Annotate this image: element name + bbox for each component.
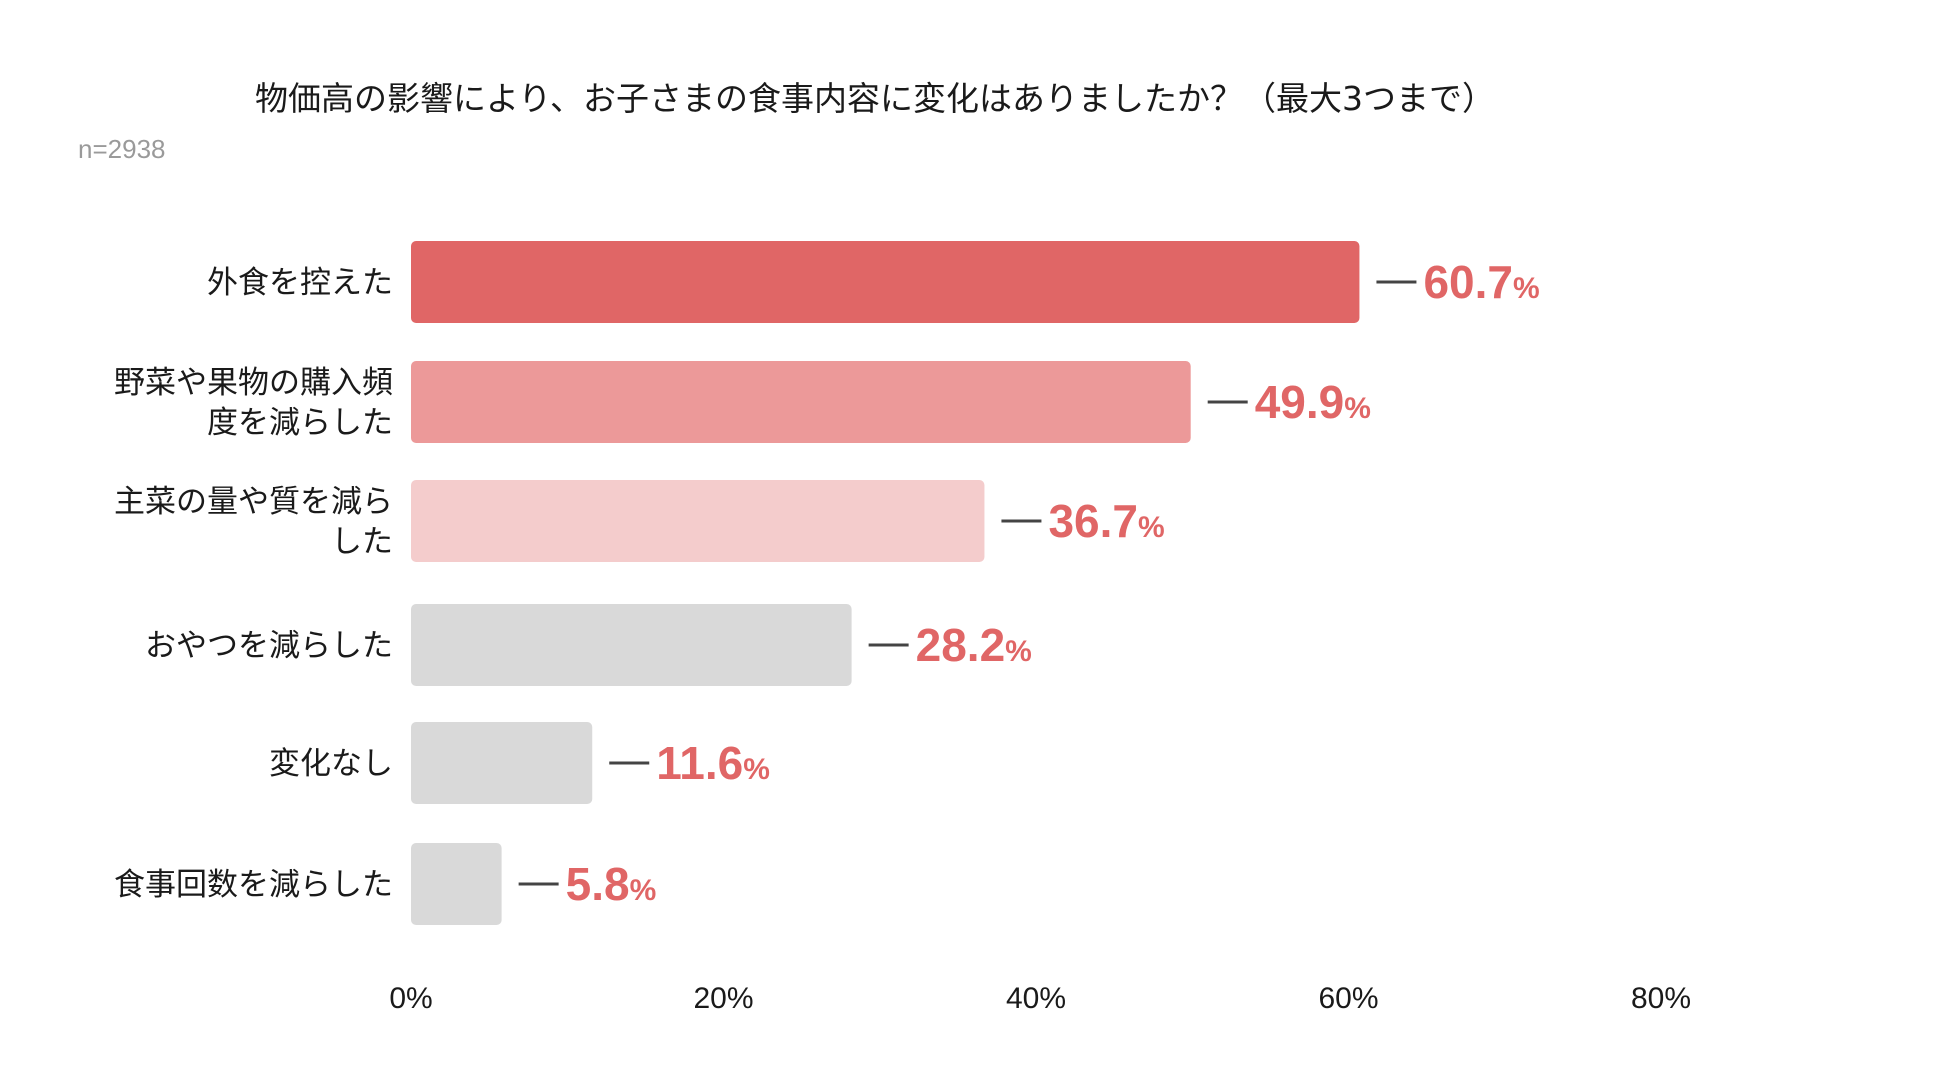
category-label-line: 主菜の量や質を減ら (114, 484, 393, 520)
x-tick-label-1: 0% (389, 982, 432, 1015)
category-label-4: おやつを減らした (145, 628, 393, 664)
category-label-line: 食事回数を減らした (114, 867, 393, 903)
category-label-line: 野菜や果物の購入頻 (114, 365, 393, 401)
category-labels-layer: 外食を控えた野菜や果物の購入頻度を減らした主菜の量や質を減らしたおやつを減らした… (114, 265, 393, 903)
value-label-2: 49.9% (1255, 376, 1371, 428)
value-percent-sign: % (1513, 272, 1540, 305)
value-percent-sign: % (1005, 635, 1032, 668)
bar-3 (411, 480, 985, 562)
value-number: 36.7 (1048, 495, 1138, 547)
value-label-6: 5.8% (566, 858, 657, 910)
category-label-line: 度を減らした (207, 405, 393, 441)
category-label-line: おやつを減らした (145, 628, 393, 664)
value-percent-sign: % (630, 874, 657, 907)
x-tick-label-2: 20% (693, 982, 753, 1015)
bars-layer (411, 241, 1360, 925)
category-label-1: 外食を控えた (207, 265, 393, 301)
value-number: 49.9 (1255, 376, 1345, 428)
value-number: 28.2 (916, 619, 1006, 671)
x-tick-label-4: 60% (1318, 982, 1378, 1015)
bar-1 (411, 241, 1360, 323)
chart-title: 物価高の影響により、お子さまの食事内容に変化はありましたか？（最大3つまで） (255, 79, 1495, 118)
bar-5 (411, 722, 593, 804)
value-label-4: 28.2% (916, 619, 1032, 671)
category-label-line: 外食を控えた (207, 265, 393, 301)
category-label-6: 食事回数を減らした (114, 867, 393, 903)
value-percent-sign: % (743, 753, 770, 786)
bar-4 (411, 604, 852, 686)
value-percent-sign: % (1138, 511, 1165, 544)
value-number: 5.8 (566, 858, 630, 910)
bar-6 (411, 843, 502, 925)
category-label-line: 変化なし (269, 746, 393, 782)
value-label-5: 11.6% (656, 737, 770, 789)
category-label-2: 野菜や果物の購入頻度を減らした (114, 365, 393, 441)
bar-2 (411, 361, 1191, 443)
sample-size-note: n=2938 (78, 134, 165, 164)
category-label-5: 変化なし (269, 746, 393, 782)
value-labels-layer: 60.7%49.9%36.7%28.2%11.6%5.8% (518, 256, 1540, 910)
x-tick-label-5: 80% (1631, 982, 1691, 1015)
value-number: 11.6 (656, 737, 743, 789)
value-number: 60.7 (1423, 256, 1513, 308)
value-percent-sign: % (1344, 392, 1371, 425)
category-label-3: 主菜の量や質を減らした (114, 484, 393, 560)
value-label-1: 60.7% (1423, 256, 1539, 308)
value-label-3: 36.7% (1048, 495, 1164, 547)
x-axis-ticks-layer: 0% 20% 40% 60% 80% (389, 982, 1691, 1015)
x-tick-label-3: 40% (1006, 982, 1066, 1015)
category-label-line: した (331, 524, 393, 560)
